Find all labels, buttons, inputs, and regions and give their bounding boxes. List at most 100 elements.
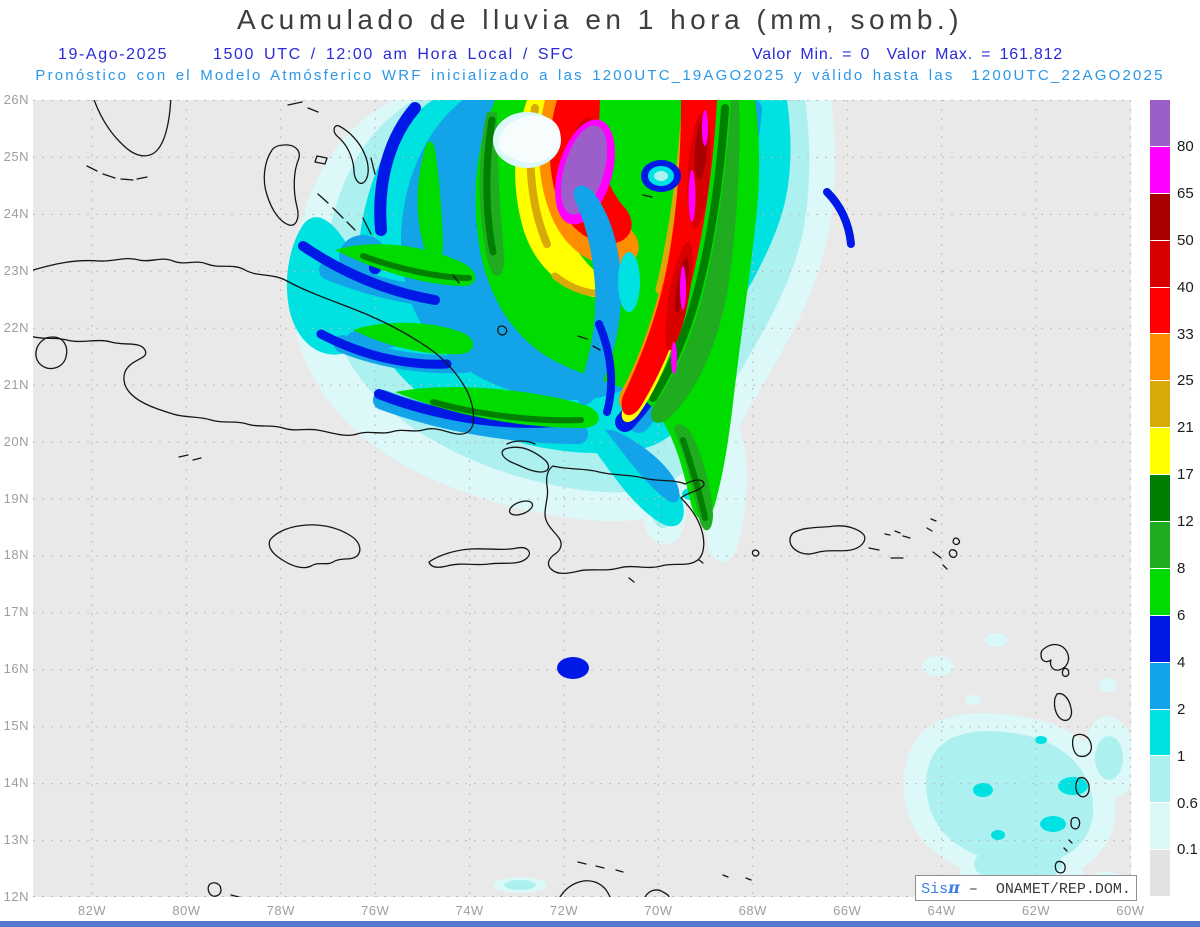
colorbar-segment [1150, 850, 1170, 897]
badge-sis-text: Sis [921, 881, 949, 898]
colorbar-segment [1150, 193, 1170, 240]
colorbar-segment [1150, 803, 1170, 850]
colorbar [1150, 100, 1170, 897]
badge-org-text: – ONAMET/REP.DOM. [959, 881, 1131, 898]
branding-badge: Sisπ – ONAMET/REP.DOM. [915, 875, 1137, 901]
lat-axis-label: 22N [3, 319, 29, 335]
bahamas-andros [263, 144, 300, 226]
lat-axis-label: 16N [3, 661, 29, 677]
colorbar-segment [1150, 475, 1170, 522]
colorbar-segment [1150, 615, 1170, 662]
lat-axis-label: 19N [3, 490, 29, 506]
providencia-island [207, 882, 240, 897]
minmax-values: Valor Min. = 0 Valor Max. = 161.812 [752, 46, 1064, 63]
lat-axis-label: 24N [3, 205, 29, 221]
storm-eye [493, 112, 561, 168]
bottom-bar [0, 921, 1200, 927]
lon-axis-label: 72W [549, 903, 579, 918]
jamaica-coast [268, 524, 361, 569]
lon-axis-label: 76W [361, 903, 390, 918]
lat-axis-label: 26N [3, 92, 29, 107]
gonave-island [508, 500, 534, 516]
bahamas-eleuthera [333, 125, 369, 184]
page-title: Acumulado de lluvia en 1 hora (mm, somb.… [236, 4, 964, 35]
colorbar-label: 1 [1177, 747, 1186, 765]
dry-slot-overlay [573, 160, 681, 416]
lat-axis-label: 18N [3, 547, 29, 563]
lon-axis-label: 62W [1021, 903, 1051, 918]
lat-axis-label: 23N [3, 262, 29, 278]
rain-core-purple [560, 125, 608, 215]
haiti-north-peninsula [501, 446, 550, 473]
colorbar-label: 0.1 [1177, 841, 1198, 859]
florida-keys [86, 165, 148, 181]
model-info-line: Pronóstico con el Modelo Atmósferico WRF… [35, 67, 1165, 84]
haiti-south-peninsula [428, 546, 531, 568]
lon-axis-label: 60W [1116, 903, 1145, 918]
lat-axis-label: 12N [3, 889, 29, 905]
martinique [1072, 733, 1093, 758]
lon-axis-label: 64W [927, 903, 956, 918]
colorbar-label: 80 [1177, 137, 1194, 155]
lon-axis-label: 80W [172, 903, 201, 918]
cuba-coast [33, 257, 475, 436]
lat-axis-label: 25N [3, 148, 29, 164]
grenada [1054, 860, 1066, 874]
colorbar-label: 33 [1177, 325, 1194, 343]
lon-axis-label: 70W [644, 903, 673, 918]
colorbar-label: 21 [1177, 419, 1194, 437]
lat-axis-label: 13N [3, 832, 29, 848]
colorbar-segment [1150, 522, 1170, 568]
cayman-islands [178, 454, 202, 461]
bahamas-islands [287, 101, 653, 351]
abc-islands [577, 861, 752, 881]
colorbar-segment [1150, 240, 1170, 287]
lat-axis-label: 14N [3, 775, 29, 791]
puerto-rico-coast [789, 525, 866, 555]
st-lucia [1075, 776, 1090, 798]
lat-axis-label: 15N [3, 718, 29, 734]
colorbar-label: 6 [1177, 606, 1186, 624]
colorbar-segment [1150, 287, 1170, 334]
colorbar-label: 0.6 [1177, 794, 1198, 812]
lon-axis-label: 68W [738, 903, 767, 918]
colorbar-label: 40 [1177, 278, 1194, 296]
colorbar-segment [1150, 146, 1170, 193]
badge-pi-glyph: π [948, 878, 960, 897]
hispaniola-coast [544, 465, 705, 575]
forecast-date: 19-Ago-2025 [58, 46, 169, 63]
map-panel [33, 100, 1131, 897]
st-vincent-grenadines [1063, 816, 1081, 852]
lon-axis-label: 82W [77, 903, 107, 918]
guadeloupe [1040, 643, 1070, 678]
colorbar-label: 8 [1177, 560, 1186, 577]
lat-axis-label: 20N [3, 433, 29, 449]
lat-axis-label: 17N [3, 604, 29, 620]
colorbar-label: 12 [1177, 513, 1194, 531]
forecast-valid-time: 1500 UTC / 12:00 am Hora Local / SFC [213, 46, 575, 63]
lon-axis-label: 66W [833, 903, 862, 918]
colorbar-label: 50 [1177, 231, 1194, 249]
lon-axis-label: 78W [266, 903, 295, 918]
dominica [1053, 692, 1073, 722]
colorbar-segment [1150, 381, 1170, 428]
lon-axis-label: 74W [455, 903, 484, 918]
leeward-islands [926, 518, 961, 570]
colorbar-label: 25 [1177, 372, 1194, 390]
colorbar-label: 17 [1177, 466, 1194, 484]
colorbar-segment [1150, 709, 1170, 756]
colorbar-segment [1150, 428, 1170, 475]
small-islands-east [628, 549, 760, 583]
colorbar-segment [1150, 100, 1170, 146]
colorbar-segment [1150, 662, 1170, 709]
florida-coast [93, 100, 172, 157]
virgin-islands [868, 530, 911, 559]
colorbar-label: 4 [1177, 653, 1186, 671]
colorbar-segment [1150, 756, 1170, 803]
colorbar-segment [1150, 568, 1170, 615]
south-american-coast [559, 880, 670, 897]
colorbar-label: 2 [1177, 700, 1186, 718]
colorbar-segment [1150, 334, 1170, 381]
lat-axis-label: 21N [3, 376, 29, 392]
